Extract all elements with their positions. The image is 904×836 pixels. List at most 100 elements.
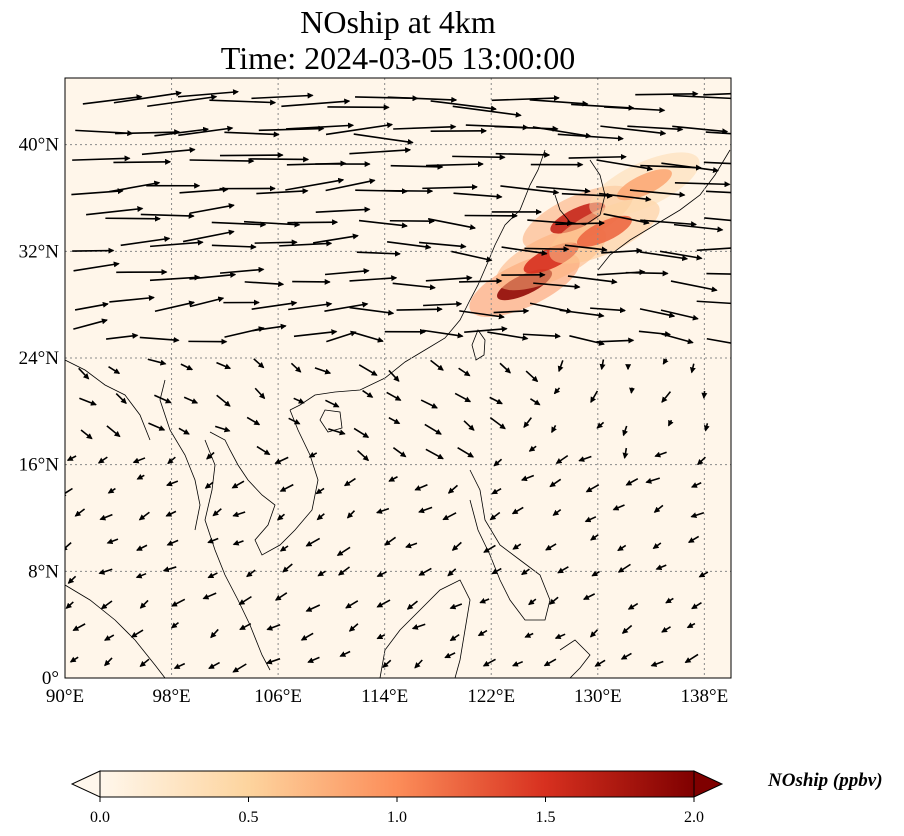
wind-arrow (396, 306, 443, 313)
wind-arrow (487, 331, 529, 341)
wind-arrow (65, 601, 74, 609)
wind-arrow (80, 429, 93, 440)
wind-arrow (684, 653, 699, 664)
coastline-malay-peninsula (204, 439, 271, 671)
wind-arrow (670, 280, 718, 293)
colorbar-extend-min (70, 770, 101, 798)
wind-arrow (149, 239, 204, 248)
wind-arrow (493, 458, 503, 467)
wind-arrow (590, 534, 599, 541)
wind-arrow (655, 564, 667, 571)
wind-arrow (104, 634, 115, 641)
wind-arrow (453, 192, 503, 200)
wind-arrow (501, 246, 548, 256)
wind-arrow (635, 90, 699, 97)
wind-arrow (553, 387, 561, 395)
wind-arrow (598, 192, 652, 202)
wind-arrow (136, 474, 145, 480)
wind-arrow (603, 213, 650, 226)
wind-arrow (691, 601, 702, 610)
wind-arrow (182, 229, 235, 243)
lat-tick-label: 32°N (19, 241, 60, 262)
wind-arrow (328, 428, 346, 436)
wind-arrow (109, 295, 155, 303)
wind-arrow (672, 94, 731, 100)
coastline-borneo (379, 579, 471, 678)
wind-arrow (629, 387, 635, 394)
colorbar-tick-label: 0.0 (90, 809, 110, 826)
wind-arrow (212, 508, 222, 517)
wind-arrow (418, 567, 432, 576)
wind-arrow (405, 542, 418, 549)
wind-arrow (376, 633, 386, 640)
wind-arrow (590, 390, 599, 404)
wind-arrow (706, 272, 731, 275)
wind-arrow (696, 247, 731, 252)
wind-arrow (500, 185, 560, 196)
wind-arrow (414, 483, 428, 491)
wind-arrow (555, 454, 569, 465)
wind-arrow (86, 206, 144, 216)
wind-arrow (425, 448, 444, 460)
wind-arrow (206, 451, 215, 460)
wind-arrow (622, 425, 628, 437)
wind-arrow (600, 125, 667, 136)
wind-arrow (583, 593, 596, 600)
wind-arrow (82, 94, 143, 105)
wind-arrow (317, 570, 327, 577)
wind-arrow (706, 190, 731, 194)
wind-arrow (67, 575, 77, 584)
wind-arrow (115, 392, 127, 404)
wind-arrow (376, 571, 387, 578)
wind-arrow (97, 456, 108, 464)
wind-arrow (239, 622, 252, 631)
wind-arrow (305, 537, 321, 547)
wind-arrow (645, 477, 660, 484)
wind-arrow (107, 487, 116, 494)
wind-arrow (256, 188, 309, 195)
lon-tick-label: 98°E (152, 686, 190, 707)
wind-arrow (353, 133, 414, 145)
wind-arrow (454, 392, 472, 403)
wind-arrow (483, 544, 496, 553)
wind-arrow (100, 600, 113, 610)
coastline-china (289, 149, 546, 411)
wind-arrow (207, 537, 219, 544)
wind-arrow (73, 318, 108, 330)
wind-arrow (489, 416, 506, 430)
coastline-indochina (209, 409, 319, 556)
lat-tick-label: 24°N (19, 348, 60, 369)
wind-arrow (243, 220, 301, 228)
wind-arrow (154, 300, 196, 313)
wind-arrow (325, 178, 376, 192)
wind-arrow (173, 662, 186, 670)
wind-arrow (178, 427, 190, 435)
wind-arrow (279, 483, 294, 492)
wind-arrow (179, 186, 229, 194)
wind-arrow (189, 157, 255, 164)
wind-arrow (73, 261, 120, 272)
wind-arrow (211, 243, 257, 250)
coastline-sulawesi (559, 639, 591, 678)
wind-arrow (189, 272, 237, 280)
wind-arrow (689, 363, 696, 374)
wind-arrow (596, 421, 605, 429)
colorbar: 0.0 0.5 1.0 1.5 2.0 (70, 770, 724, 826)
wind-arrow (557, 360, 564, 373)
wind-arrow (207, 572, 218, 579)
wind-arrow (392, 447, 407, 458)
wind-arrow (339, 650, 351, 657)
wind-arrow (154, 394, 172, 404)
wind-arrow (219, 266, 265, 274)
wind-arrow (316, 513, 325, 521)
wind-arrow (216, 394, 231, 407)
wind-arrow (536, 185, 591, 194)
wind-arrow (183, 396, 199, 404)
colorbar-title: NOship (ppbv) (768, 770, 883, 791)
wind-arrow (167, 456, 176, 465)
wind-arrow (520, 474, 535, 482)
wind-arrow (458, 367, 471, 377)
wind-arrow (627, 125, 684, 133)
wind-arrow (279, 545, 289, 552)
